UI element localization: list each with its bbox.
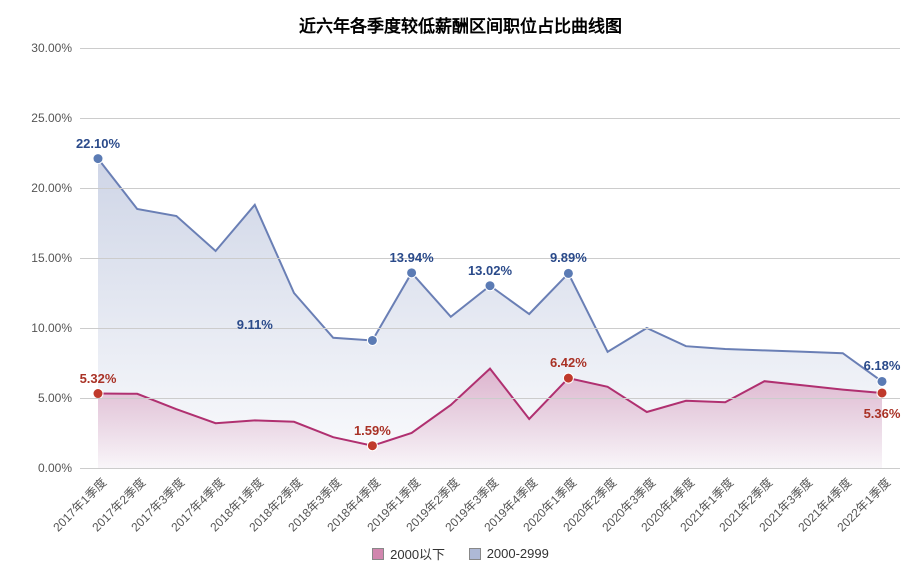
data-label: 6.18%	[864, 358, 901, 373]
data-label: 1.59%	[354, 423, 391, 438]
data-label: 5.32%	[80, 371, 117, 386]
data-marker	[93, 154, 103, 164]
grid-line	[80, 398, 900, 399]
legend-swatch-b	[469, 548, 481, 560]
data-marker	[367, 441, 377, 451]
data-marker	[485, 281, 495, 291]
y-axis-label: 20.00%	[31, 181, 72, 195]
data-marker	[563, 373, 573, 383]
data-label: 5.36%	[864, 406, 901, 421]
data-label: 9.11%	[237, 317, 273, 332]
data-label: 13.94%	[390, 250, 434, 265]
y-axis-label: 25.00%	[31, 111, 72, 125]
grid-line	[80, 258, 900, 259]
y-axis-label: 10.00%	[31, 321, 72, 335]
data-marker	[877, 376, 887, 386]
data-label: 13.02%	[468, 263, 512, 278]
legend-item-series-a: 2000以下	[372, 544, 445, 563]
grid-line	[80, 328, 900, 329]
data-marker	[367, 335, 377, 345]
data-marker	[563, 268, 573, 278]
legend-label-a: 2000以下	[390, 544, 445, 563]
plot-area: 0.00%5.00%10.00%15.00%20.00%25.00%30.00%…	[80, 48, 900, 468]
legend-label-b: 2000-2999	[487, 546, 549, 561]
data-marker	[407, 268, 417, 278]
y-axis-label: 0.00%	[38, 461, 72, 475]
data-label: 9.89%	[550, 250, 587, 265]
legend-swatch-a	[372, 548, 384, 560]
legend: 2000以下 2000-2999	[0, 544, 921, 563]
chart-title: 近六年各季度较低薪酬区间职位占比曲线图	[0, 0, 921, 37]
grid-line	[80, 468, 900, 469]
grid-line	[80, 118, 900, 119]
y-axis-label: 5.00%	[38, 391, 72, 405]
y-axis-label: 30.00%	[31, 41, 72, 55]
grid-line	[80, 188, 900, 189]
data-marker	[877, 388, 887, 398]
legend-item-series-b: 2000-2999	[469, 546, 549, 561]
y-axis-label: 15.00%	[31, 251, 72, 265]
data-label: 22.10%	[76, 136, 120, 151]
grid-line	[80, 48, 900, 49]
data-label: 6.42%	[550, 355, 587, 370]
